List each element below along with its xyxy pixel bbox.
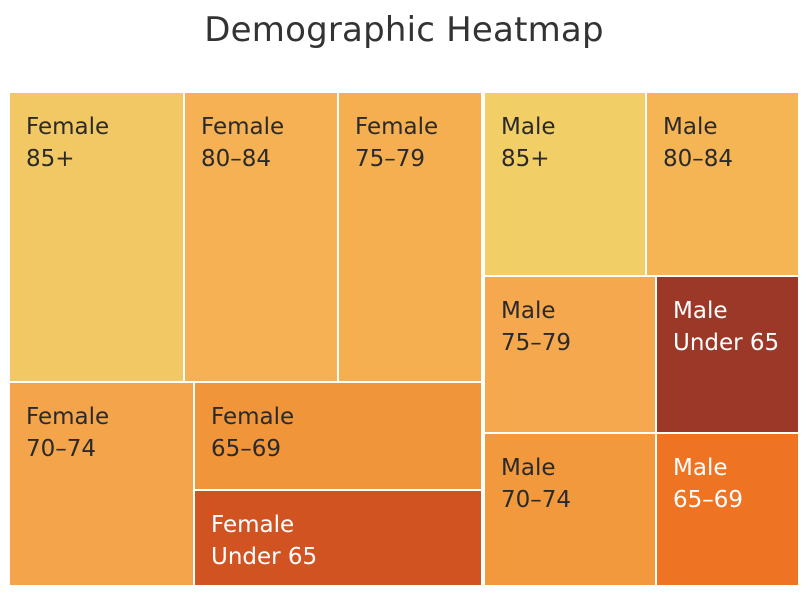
treemap-cell-female-3: Female 70–74 — [10, 383, 193, 585]
treemap-cell-label: Female 85+ — [26, 111, 109, 175]
treemap-cell-label: Female 70–74 — [26, 401, 109, 465]
treemap-cell-female-1: Female 80–84 — [185, 93, 337, 381]
treemap-cell-label: Male 85+ — [501, 111, 555, 175]
cell-gender-label: Female — [201, 114, 285, 140]
treemap-cell-male-4: Male 70–74 — [485, 434, 655, 585]
treemap-cell-label: Male 75–79 — [501, 295, 571, 359]
cell-gender-label: Male — [501, 455, 556, 481]
treemap-cell-male-1: Male 80–84 — [647, 93, 798, 275]
cell-gender-label: Male — [673, 298, 728, 324]
treemap-cell-male-2: Male 75–79 — [485, 277, 655, 432]
treemap-cell-label: Female 65–69 — [211, 401, 294, 465]
treemap-cell-male-0: Male 85+ — [485, 93, 645, 275]
cell-age-label: 75–79 — [355, 146, 426, 172]
treemap-cell-male-3: Male Under 65 — [657, 277, 798, 432]
cell-age-label: 75–79 — [501, 330, 572, 356]
treemap-cell-female-4: Female 65–69 — [195, 383, 481, 489]
cell-gender-label: Male — [673, 455, 728, 481]
treemap-cell-label: Male 65–69 — [673, 452, 743, 516]
cell-age-label: 65–69 — [211, 436, 282, 462]
treemap-cell-label: Male 70–74 — [501, 452, 571, 516]
treemap-cell-label: Female 80–84 — [201, 111, 284, 175]
cell-gender-label: Female — [26, 114, 110, 140]
treemap-cell-label: Male Under 65 — [673, 295, 779, 359]
treemap-cell-label: Male 80–84 — [663, 111, 733, 175]
cell-gender-label: Female — [355, 114, 439, 140]
cell-age-label: 85+ — [501, 146, 550, 172]
chart-title: Demographic Heatmap — [204, 10, 604, 50]
cell-gender-label: Male — [501, 114, 556, 140]
cell-age-label: 70–74 — [26, 436, 97, 462]
cell-gender-label: Male — [501, 298, 556, 324]
treemap-cell-male-5: Male 65–69 — [657, 434, 798, 585]
cell-age-label: 70–74 — [501, 487, 572, 513]
cell-gender-label: Female — [26, 404, 110, 430]
cell-gender-label: Male — [663, 114, 718, 140]
treemap-cell-female-5: Female Under 65 — [195, 491, 481, 585]
cell-age-label: 80–84 — [201, 146, 272, 172]
cell-gender-label: Female — [211, 404, 295, 430]
cell-gender-label: Female — [211, 512, 295, 538]
cell-age-label: Under 65 — [211, 544, 318, 570]
cell-age-label: 80–84 — [663, 146, 734, 172]
cell-age-label: 65–69 — [673, 487, 744, 513]
treemap-cell-female-2: Female 75–79 — [339, 93, 481, 381]
treemap-cell-label: Female Under 65 — [211, 509, 317, 573]
cell-age-label: Under 65 — [673, 330, 780, 356]
treemap-cell-female-0: Female 85+ — [10, 93, 183, 381]
cell-age-label: 85+ — [26, 146, 75, 172]
treemap-cell-label: Female 75–79 — [355, 111, 438, 175]
